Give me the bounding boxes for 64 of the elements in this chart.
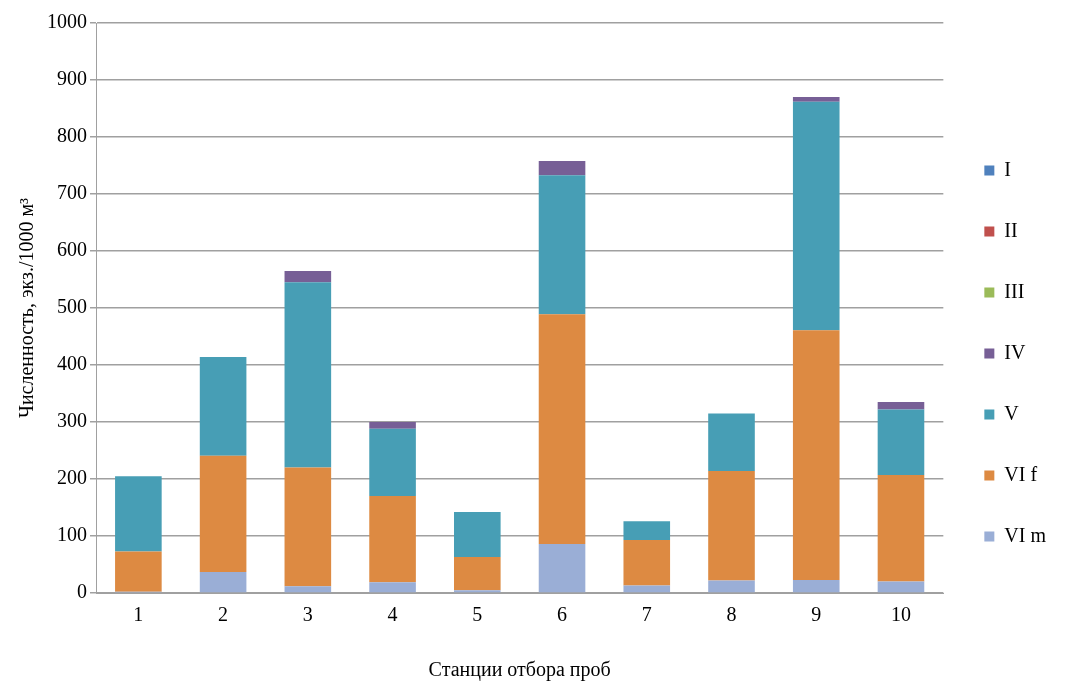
bar: [115, 551, 162, 592]
legend-label: I: [1004, 157, 1012, 180]
bar: [284, 467, 332, 587]
bar: [877, 402, 925, 410]
y-tick-label: 900: [57, 67, 87, 90]
bar: [623, 585, 671, 593]
x-tick-label: 7: [641, 603, 652, 626]
bar: [792, 101, 840, 331]
bar: [792, 97, 840, 102]
y-tick-label: 400: [57, 352, 87, 375]
x-tick-label: 2: [218, 603, 229, 626]
legend-label: III: [1004, 279, 1025, 302]
y-tick-label: 500: [57, 295, 87, 318]
legend-label: VI f: [1004, 462, 1038, 485]
y-tick-label: 300: [57, 409, 87, 432]
x-tick-label: 4: [387, 603, 398, 626]
legend-label: VI m: [1004, 523, 1047, 546]
x-tick-label: 9: [811, 603, 822, 626]
bar: [877, 409, 925, 476]
bar: [623, 539, 671, 586]
legend-label: II: [1004, 218, 1018, 241]
bar: [199, 571, 247, 593]
bar: [538, 160, 586, 176]
bar: [284, 282, 332, 468]
y-tick-label: 100: [57, 523, 87, 546]
bar: [199, 455, 247, 572]
bar: [877, 581, 925, 593]
x-tick-label: 3: [302, 603, 313, 626]
bar: [538, 543, 586, 593]
bar: [454, 557, 501, 591]
x-tick-label: 5: [472, 603, 483, 626]
bar: [369, 422, 416, 429]
y-tick-label: 1000: [47, 10, 87, 33]
y-tick-label: 800: [57, 124, 87, 147]
y-tick-label: 600: [57, 238, 87, 261]
y-axis-title: Численность, экз./1000 м³: [15, 197, 38, 419]
bar: [369, 582, 416, 593]
legend-label: IV: [1004, 340, 1026, 363]
bar: [708, 580, 755, 593]
x-tick-label: 8: [726, 603, 737, 626]
bar: [454, 590, 501, 593]
y-tick-label: 200: [57, 466, 87, 489]
y-tick-label: 0: [77, 580, 87, 603]
x-tick-label: 10: [890, 603, 911, 626]
bar: [369, 496, 416, 583]
bar: [708, 413, 755, 472]
bar: [792, 330, 840, 580]
bar: [115, 476, 162, 552]
bar: [708, 471, 755, 581]
x-axis-title: Станции отбора проб: [428, 658, 611, 682]
bar: [623, 521, 671, 540]
bar: [792, 579, 840, 593]
bar: [877, 475, 925, 582]
y-tick-label: 700: [57, 181, 87, 204]
bar: [454, 512, 501, 558]
bar: [284, 270, 332, 283]
bar: [199, 357, 247, 456]
legend-label: V: [1004, 401, 1020, 424]
bar: [284, 586, 332, 593]
bar: [369, 428, 416, 497]
x-tick-label: 6: [557, 603, 568, 626]
x-tick-label: 1: [133, 603, 144, 626]
bar: [538, 175, 586, 315]
bar: [538, 314, 586, 544]
